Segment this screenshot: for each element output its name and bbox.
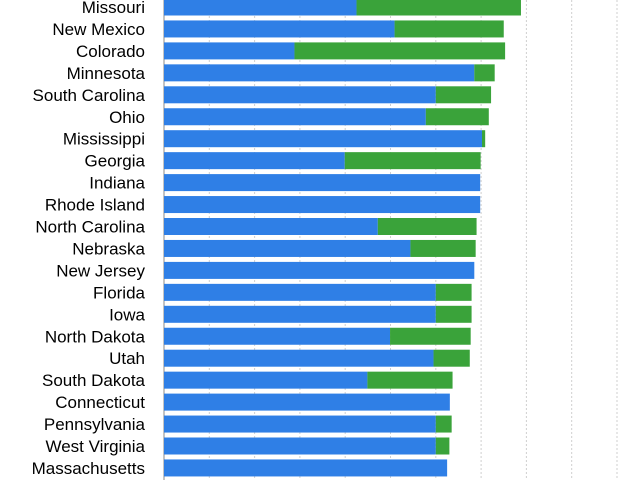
bar-segment-series-1	[425, 108, 489, 126]
bar-segment-series-0	[164, 349, 434, 367]
bar-segment-series-0	[164, 196, 481, 214]
category-label: West Virginia	[45, 437, 145, 456]
bar-segment-series-1	[410, 239, 476, 257]
category-label: South Carolina	[33, 86, 146, 105]
category-label: Colorado	[76, 42, 145, 61]
category-label: North Dakota	[45, 327, 146, 346]
bar-segment-series-1	[474, 64, 495, 82]
category-label: Indiana	[89, 174, 145, 193]
bar-segment-series-0	[164, 283, 436, 301]
category-label: Nebraska	[72, 239, 145, 258]
bar-segment-series-1	[367, 371, 453, 389]
category-label: North Carolina	[35, 218, 145, 237]
category-label: Iowa	[109, 305, 145, 324]
bar-segment-series-1	[435, 283, 472, 301]
bar-segment-series-1	[294, 42, 506, 60]
bar-segment-series-1	[435, 415, 452, 433]
category-label: Florida	[93, 283, 146, 302]
category-label: South Dakota	[42, 371, 146, 390]
bar-segment-series-0	[164, 108, 426, 126]
category-label: Ohio	[109, 108, 145, 127]
bar-segment-series-0	[164, 239, 411, 257]
category-label: Minnesota	[67, 64, 146, 83]
bar-segment-series-0	[164, 459, 448, 477]
category-label: Pennsylvania	[44, 415, 146, 434]
category-label: Utah	[109, 349, 145, 368]
bar-segment-series-1	[377, 218, 477, 235]
bar-segment-series-0	[164, 42, 295, 60]
bar-segment-series-0	[164, 0, 357, 16]
bar-segment-series-0	[164, 261, 475, 279]
bar-segment-series-0	[164, 415, 436, 433]
category-label: Rhode Island	[45, 196, 145, 215]
bar-segment-series-0	[164, 327, 391, 345]
bar-segment-series-1	[482, 130, 486, 148]
category-label: New Mexico	[52, 20, 145, 39]
bar-segment-series-0	[164, 64, 475, 82]
bars	[164, 0, 521, 477]
bar-segment-series-1	[394, 20, 504, 38]
category-labels: Missouri New Mexico Colorado Minnesota South…	[32, 0, 146, 478]
bar-segment-series-1	[435, 86, 492, 104]
category-label: New Jersey	[56, 261, 145, 280]
bar-segment-series-0	[164, 371, 368, 389]
bar-segment-series-0	[164, 437, 436, 455]
bar-segment-series-0	[164, 218, 378, 235]
bar-segment-series-1	[433, 349, 470, 367]
bar-segment-series-1	[344, 152, 481, 170]
bar-segment-series-1	[390, 327, 471, 345]
category-label: Connecticut	[55, 393, 145, 412]
category-label: Georgia	[85, 152, 146, 171]
category-label: Missouri	[82, 0, 145, 17]
bar-segment-series-1	[435, 437, 450, 455]
bar-segment-series-0	[164, 305, 436, 323]
bar-segment-series-0	[164, 20, 395, 38]
bar-segment-series-0	[164, 130, 483, 148]
bar-segment-series-1	[356, 0, 521, 16]
bar-segment-series-1	[435, 305, 472, 323]
bar-segment-series-0	[164, 174, 481, 192]
category-label: Mississippi	[63, 130, 145, 149]
category-label: Massachusetts	[32, 459, 145, 478]
bar-segment-series-0	[164, 86, 436, 104]
bar-segment-series-0	[164, 152, 345, 170]
bar-segment-series-0	[164, 393, 450, 411]
